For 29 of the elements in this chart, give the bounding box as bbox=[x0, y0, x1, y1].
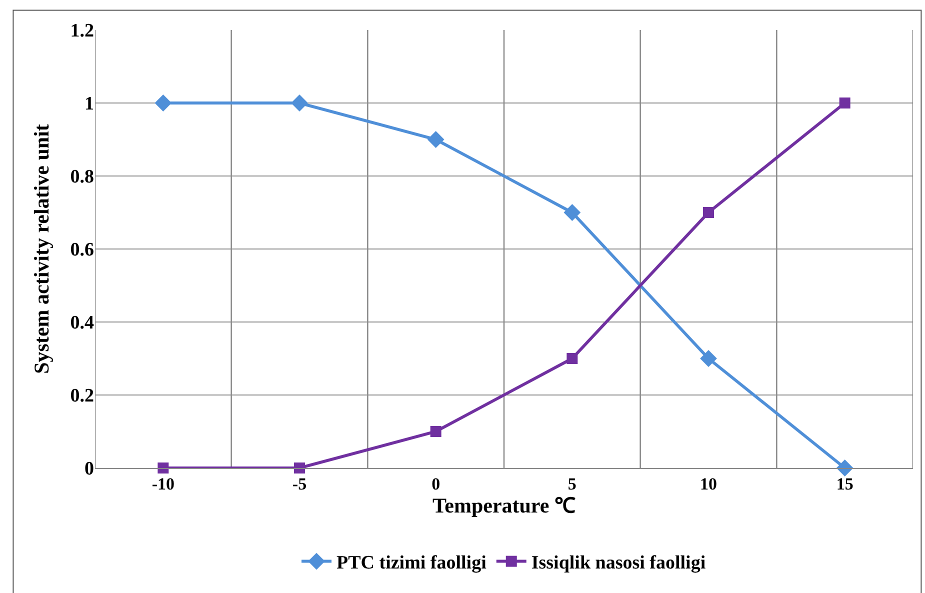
x-tick-label: 5 bbox=[568, 474, 576, 494]
point bbox=[430, 426, 442, 437]
point bbox=[291, 94, 308, 112]
y-tick-label: 1 bbox=[84, 94, 94, 115]
point bbox=[564, 204, 581, 221]
y-axis-title: System activity relative unit bbox=[29, 124, 54, 374]
x-tick-label: 0 bbox=[432, 474, 440, 494]
x-tick-label: 10 bbox=[700, 474, 717, 494]
point bbox=[158, 462, 169, 474]
legend-label: Issiqlik nasosi faolligi bbox=[531, 552, 706, 574]
point bbox=[700, 350, 717, 367]
x-tick-label: 15 bbox=[836, 474, 854, 494]
point bbox=[427, 131, 444, 148]
y-tick-label: 0.8 bbox=[70, 166, 94, 188]
y-tick-label: 0.4 bbox=[70, 312, 94, 334]
point bbox=[154, 94, 172, 112]
point bbox=[703, 207, 714, 218]
y-tick-label: 0 bbox=[84, 458, 94, 480]
legend-label: PTC tizimi faolligi bbox=[336, 552, 486, 574]
point bbox=[836, 460, 854, 476]
y-tick-label: 0.6 bbox=[70, 240, 94, 261]
x-tick-label: -5 bbox=[292, 474, 307, 494]
x-tick-label: -10 bbox=[152, 474, 175, 494]
x-axis-title: Temperature ℃ bbox=[432, 493, 576, 518]
point bbox=[839, 98, 850, 108]
point bbox=[566, 353, 578, 364]
y-tick-label: 0.2 bbox=[70, 386, 94, 407]
y-tick-label: 1.2 bbox=[70, 20, 94, 42]
point bbox=[294, 462, 305, 474]
